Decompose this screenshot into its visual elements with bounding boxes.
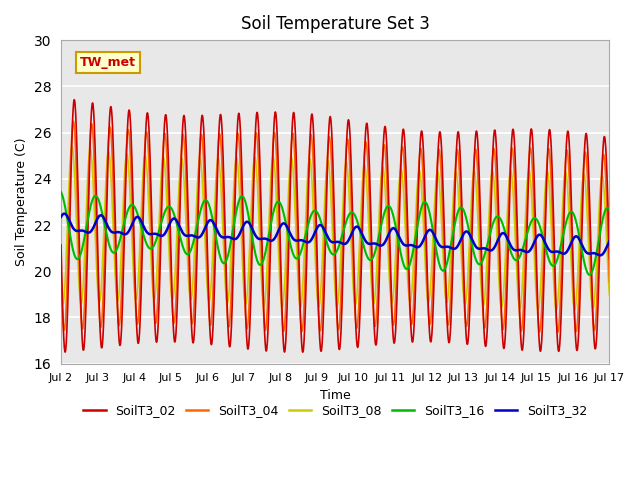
Text: TW_met: TW_met — [80, 56, 136, 69]
Y-axis label: Soil Temperature (C): Soil Temperature (C) — [15, 138, 28, 266]
Legend: SoilT3_02, SoilT3_04, SoilT3_08, SoilT3_16, SoilT3_32: SoilT3_02, SoilT3_04, SoilT3_08, SoilT3_… — [78, 399, 593, 422]
Title: Soil Temperature Set 3: Soil Temperature Set 3 — [241, 15, 429, 33]
X-axis label: Time: Time — [320, 389, 351, 402]
